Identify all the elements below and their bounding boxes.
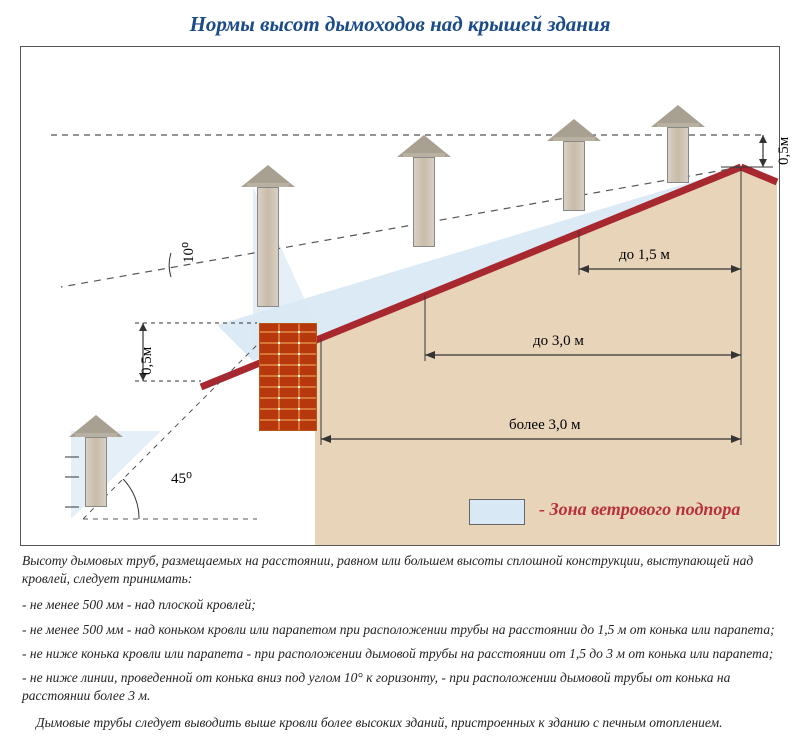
text-bullet-4: - не ниже линии, проведенной от конька в… [22, 669, 778, 705]
legend-label: - Зона ветрового подпора [539, 499, 740, 520]
chimney-4 [547, 119, 601, 211]
brick-wall [259, 323, 317, 431]
text-intro: Высоту дымовых труб, размещаемых на расс… [22, 552, 778, 588]
dim-d1: до 1,5 м [619, 247, 670, 264]
chimney-2 [241, 165, 295, 307]
dim-d2: до 3,0 м [533, 333, 584, 350]
dim-05-flat: 0,5м [139, 347, 156, 375]
dim-05-ridge: 0,5м [776, 137, 793, 165]
dim-angle-10: 10⁰ [179, 242, 198, 263]
legend-swatch [469, 499, 525, 525]
dim-d3: более 3,0 м [509, 417, 580, 434]
text-outro: Дымовые трубы следует выводить выше кров… [22, 714, 778, 732]
dim-angle-45: 45⁰ [171, 469, 192, 488]
diagram-frame: 0,5м 0,5м 10⁰ 45⁰ до 1,5 м до 3,0 м боле… [20, 46, 780, 546]
page-title: Нормы высот дымоходов над крышей здания [0, 0, 800, 45]
chimney-5 [651, 105, 705, 183]
text-bullet-3: - не ниже конька кровли или парапета - п… [22, 645, 778, 663]
text-bullet-1: - не менее 500 мм - над плоской кровлей; [22, 596, 778, 614]
text-bullet-2: - не менее 500 мм - над коньком кровли и… [22, 621, 778, 639]
chimney-3 [397, 135, 451, 247]
description-text: Высоту дымовых труб, размещаемых на расс… [22, 552, 778, 738]
chimney-1 [69, 415, 123, 507]
diagram: 0,5м 0,5м 10⁰ 45⁰ до 1,5 м до 3,0 м боле… [21, 47, 779, 545]
